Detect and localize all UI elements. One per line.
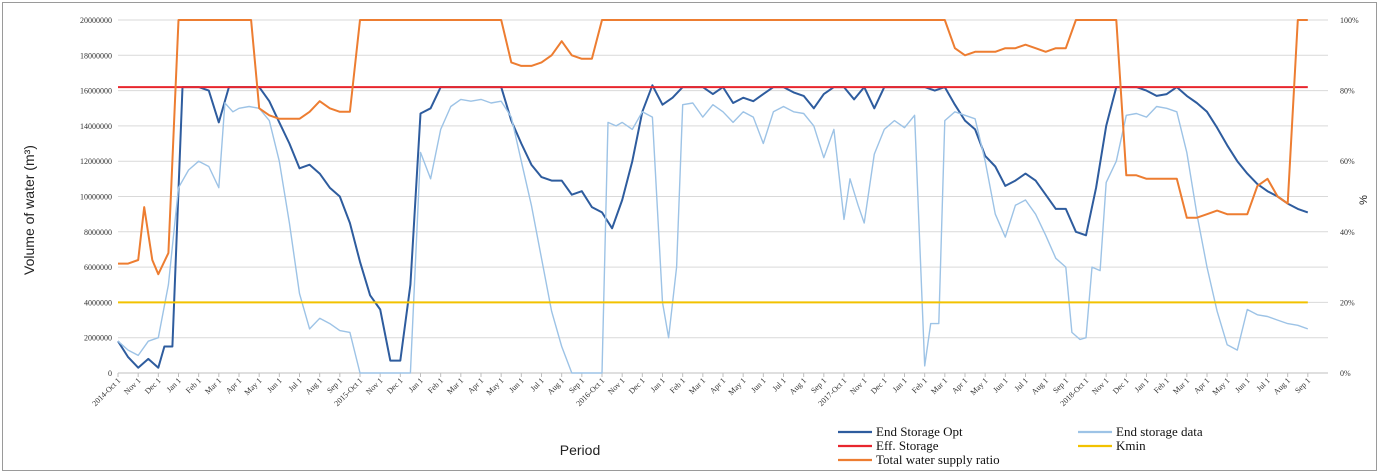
y-tick-label: 14000000 <box>80 122 112 131</box>
x-tick-label: Dec 1 <box>143 376 163 396</box>
x-tick-label: Jun 1 <box>1233 376 1251 394</box>
x-tick-label: Jul 1 <box>771 376 788 393</box>
x-tick-label: Sep 1 <box>1293 376 1312 395</box>
x-tick-label: Mar 1 <box>1171 376 1191 396</box>
y2-tick-label: 80% <box>1340 87 1355 96</box>
y2-axis-ticks: 0% 20% 40% 60% 80% 100% <box>1340 16 1359 378</box>
x-tick-label: May 1 <box>727 376 748 397</box>
y-tick-label: 4000000 <box>84 298 112 307</box>
x-tick-label: Apr 1 <box>708 376 727 395</box>
x-tick-label: Jun 1 <box>507 376 525 394</box>
y-axis-label: Volume of water (m³) <box>21 145 37 275</box>
legend-label: End storage data <box>1116 424 1203 439</box>
y-tick-label: 18000000 <box>80 51 112 60</box>
x-tick-label: May 1 <box>243 376 264 397</box>
x-tick-label: Dec 1 <box>385 376 405 396</box>
legend: End Storage Opt End storage data Eff. Stor… <box>838 424 1203 467</box>
x-tick-label: Apr 1 <box>466 376 485 395</box>
x-tick-label: Jan 1 <box>649 376 667 394</box>
x-tick-label: Jun 1 <box>991 376 1009 394</box>
legend-label: Total water supply ratio <box>876 452 1000 467</box>
y2-tick-label: 20% <box>1340 298 1355 307</box>
x-tick-label: Aug 1 <box>546 376 566 396</box>
x-tick-label: Jan 1 <box>165 376 183 394</box>
x-tick-label: Nov 1 <box>606 376 626 396</box>
x-tick-label: Apr 1 <box>1192 376 1211 395</box>
x-tick-label: Dec 1 <box>627 376 647 396</box>
series-line-1 <box>117 98 1309 374</box>
x-tick-label: Jul 1 <box>1013 376 1030 393</box>
y2-axis-label: % <box>1358 195 1370 205</box>
x-tick-label: Nov 1 <box>848 376 868 396</box>
x-tick-label: Apr 1 <box>224 376 243 395</box>
x-tick-label: Feb 1 <box>910 376 929 395</box>
x-tick-label: Jan 1 <box>1133 376 1151 394</box>
x-tick-label: Jun 1 <box>749 376 767 394</box>
y2-tick-label: 60% <box>1340 157 1355 166</box>
x-tick-label: Dec 1 <box>1111 376 1131 396</box>
x-tick-label: Jul 1 <box>287 376 304 393</box>
y-axis-ticks: 0 2000000 4000000 6000000 8000000 10000000 120… <box>80 16 112 378</box>
x-tick-label: Feb 1 <box>184 376 203 395</box>
x-tick-label: Mar 1 <box>929 376 949 396</box>
series-line-0 <box>117 84 1309 369</box>
x-tick-label: Aug 1 <box>1272 376 1292 396</box>
y2-tick-label: 100% <box>1340 16 1359 25</box>
x-tick-label: Feb 1 <box>668 376 687 395</box>
x-tick-label: Jan 1 <box>407 376 425 394</box>
y2-tick-label: 40% <box>1340 228 1355 237</box>
x-tick-label: May 1 <box>485 376 506 397</box>
x-tick-label: Dec 1 <box>869 376 889 396</box>
x-tick-label: Jun 1 <box>265 376 283 394</box>
y-tick-label: 6000000 <box>84 263 112 272</box>
x-tick-label: Nov 1 <box>122 376 142 396</box>
y-tick-label: 0 <box>108 369 112 378</box>
x-tick-label: Nov 1 <box>364 376 384 396</box>
x-tick-label: Feb 1 <box>1152 376 1171 395</box>
x-tick-label: Mar 1 <box>203 376 223 396</box>
x-tick-label: May 1 <box>969 376 990 397</box>
x-tick-label: Mar 1 <box>445 376 465 396</box>
y-tick-label: 8000000 <box>84 228 112 237</box>
x-tick-label: Feb 1 <box>426 376 445 395</box>
x-tick-label: May 1 <box>1211 376 1232 397</box>
x-tick-label: Jul 1 <box>1255 376 1272 393</box>
x-axis-ticks: 2014-Oct 1 Nov 1 Dec 1 Jan 1 Feb 1 Mar 1 Apr 1… <box>90 373 1312 408</box>
series-line-4 <box>118 19 1308 276</box>
y-tick-label: 10000000 <box>80 193 112 202</box>
x-tick-label: Jul 1 <box>529 376 546 393</box>
series-lines <box>117 19 1309 374</box>
legend-label: End Storage Opt <box>876 424 963 439</box>
gridlines <box>118 19 1328 374</box>
y-tick-label: 12000000 <box>80 157 112 166</box>
x-tick-label: Jan 1 <box>891 376 909 394</box>
x-tick-label: Aug 1 <box>304 376 324 396</box>
x-tick-label: Aug 1 <box>788 376 808 396</box>
legend-label: Kmin <box>1116 438 1146 453</box>
x-tick-label: 2014-Oct 1 <box>90 376 122 408</box>
x-tick-label: Mar 1 <box>687 376 707 396</box>
y2-tick-label: 0% <box>1340 369 1351 378</box>
legend-label: Eff. Storage <box>876 438 939 453</box>
x-tick-label: Aug 1 <box>1030 376 1050 396</box>
x-tick-label: Nov 1 <box>1090 376 1110 396</box>
x-tick-label: Apr 1 <box>950 376 969 395</box>
y-tick-label: 2000000 <box>84 334 112 343</box>
y-tick-label: 16000000 <box>80 87 112 96</box>
y-tick-label: 20000000 <box>80 16 112 25</box>
x-axis-label: Period <box>560 442 600 458</box>
